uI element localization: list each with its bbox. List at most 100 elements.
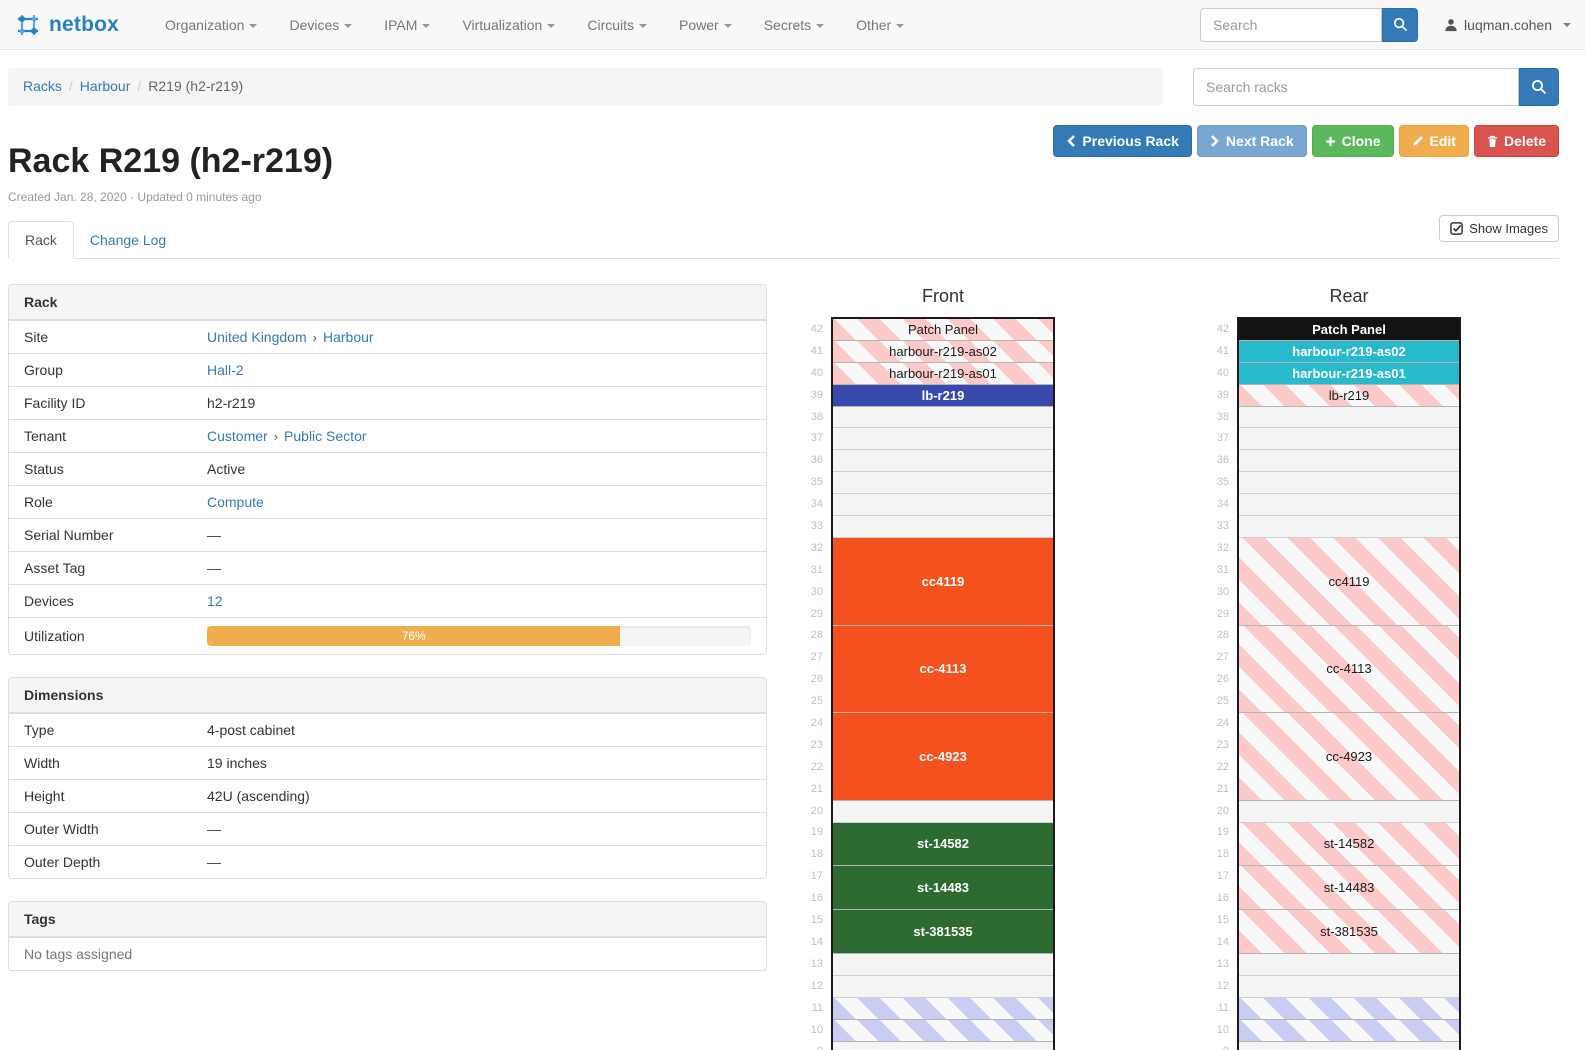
- device-slot[interactable]: st-14582: [1239, 822, 1459, 867]
- panel-title: Rack: [9, 285, 766, 320]
- delete-button[interactable]: Delete: [1473, 125, 1559, 157]
- device-slot[interactable]: st-14483: [833, 866, 1053, 911]
- value-text: —: [207, 854, 221, 870]
- panel-title: Tags: [9, 902, 766, 937]
- device-label: harbour-r219-as02: [889, 343, 997, 359]
- empty-slot: [1239, 428, 1459, 451]
- row-value: 42U (ascending): [207, 788, 751, 804]
- menu-item-secrets[interactable]: Secrets: [748, 2, 840, 48]
- value-link[interactable]: Compute: [207, 494, 264, 510]
- device-slot[interactable]: cc-4113: [1239, 625, 1459, 714]
- menu-item-power[interactable]: Power: [663, 2, 748, 48]
- device-slot[interactable]: st-381535: [1239, 910, 1459, 954]
- device-label: cc-4113: [919, 661, 967, 677]
- menu-item-other[interactable]: Other: [840, 2, 920, 48]
- value-link[interactable]: Hall-2: [207, 362, 244, 378]
- empty-slot: [1239, 516, 1459, 538]
- tab-change-log[interactable]: Change Log: [89, 232, 167, 248]
- value-link[interactable]: 12: [207, 593, 223, 609]
- value-link[interactable]: Public Sector: [284, 428, 367, 444]
- unit-number: 35: [810, 476, 823, 489]
- device-slot[interactable]: harbour-r219-as01: [833, 362, 1053, 385]
- value-link[interactable]: United Kingdom: [207, 329, 307, 345]
- empty-slot: [833, 1041, 1053, 1050]
- value-text: h2-r219: [207, 395, 256, 411]
- device-slot[interactable]: st-14582: [833, 822, 1053, 867]
- empty-slot: [1239, 800, 1459, 823]
- menu-item-organization[interactable]: Organization: [149, 2, 273, 48]
- value-link[interactable]: Customer: [207, 428, 268, 444]
- row-label: Height: [24, 788, 65, 804]
- device-label: st-14483: [1323, 880, 1375, 896]
- next-rack-button[interactable]: Next Rack: [1196, 125, 1307, 157]
- breadcrumb: Racks / Harbour / R219 (h2-r219): [8, 68, 1163, 106]
- device-slot[interactable]: cc4119: [1239, 537, 1459, 626]
- user-menu[interactable]: luqman.cohen: [1444, 17, 1571, 33]
- row-label: Facility ID: [24, 395, 86, 411]
- rack-search-button[interactable]: [1519, 68, 1559, 106]
- unit-number: 9: [799, 1041, 823, 1050]
- breadcrumb-item[interactable]: Racks: [23, 78, 62, 94]
- device-slot[interactable]: harbour-r219-as02: [833, 340, 1053, 363]
- device-label: st-381535: [1320, 924, 1378, 940]
- device-label: lb-r219: [921, 387, 965, 403]
- device-slot[interactable]: lb-r219: [1239, 384, 1459, 407]
- menu-item-virtualization[interactable]: Virtualization: [446, 2, 571, 48]
- global-search-button[interactable]: [1382, 7, 1419, 42]
- breadcrumb-separator: /: [68, 78, 73, 94]
- row-value: 12: [207, 593, 751, 609]
- empty-slot: [1239, 953, 1459, 976]
- device-slot[interactable]: harbour-r219-as01: [1239, 362, 1459, 385]
- device-label: cc-4923: [919, 748, 967, 764]
- device-slot[interactable]: Patch Panel: [833, 319, 1053, 341]
- menu-item-circuits[interactable]: Circuits: [571, 2, 663, 48]
- tab-rack[interactable]: Rack: [8, 221, 74, 259]
- panel-row: Devices 12: [9, 584, 766, 617]
- empty-slot: [1239, 472, 1459, 495]
- row-value: —: [207, 527, 751, 543]
- unit-number: 14: [810, 935, 823, 948]
- global-search-input[interactable]: [1200, 7, 1383, 42]
- unit-number: 31: [1216, 563, 1229, 576]
- chevron-down-icon: [547, 23, 556, 28]
- unit-number: 27: [1216, 651, 1229, 664]
- clone-button[interactable]: Clone: [1311, 125, 1394, 157]
- previous-rack-button[interactable]: Previous Rack: [1053, 125, 1192, 157]
- unit-number: 32: [810, 541, 823, 554]
- row-value: h2-r219: [207, 395, 751, 411]
- device-slot[interactable]: cc-4113: [833, 625, 1053, 714]
- chevron-down-icon: [344, 23, 353, 28]
- device-label: st-14582: [916, 836, 970, 852]
- device-slot[interactable]: lb-r219: [833, 384, 1053, 407]
- breadcrumb-item[interactable]: Harbour: [79, 78, 131, 94]
- unit-number: 35: [1216, 476, 1229, 489]
- unit-number: 26: [810, 673, 823, 686]
- menu-item-ipam[interactable]: IPAM: [368, 2, 446, 48]
- show-images-button[interactable]: Show Images: [1439, 215, 1559, 242]
- unit-number: 33: [810, 520, 823, 533]
- menu-item-devices[interactable]: Devices: [273, 2, 368, 48]
- value-text: ›: [273, 428, 279, 444]
- reserved-slot: [1239, 1019, 1459, 1042]
- device-slot[interactable]: st-381535: [833, 910, 1053, 954]
- device-label: harbour-r219-as02: [1292, 343, 1406, 359]
- value-link[interactable]: Harbour: [322, 329, 374, 345]
- device-slot[interactable]: st-14483: [1239, 866, 1459, 911]
- unit-number: 10: [810, 1023, 823, 1036]
- menu-item-label: Organization: [165, 16, 245, 33]
- device-slot[interactable]: harbour-r219-as02: [1239, 340, 1459, 363]
- device-slot[interactable]: cc-4923: [1239, 713, 1459, 801]
- edit-button[interactable]: Edit: [1398, 125, 1469, 157]
- device-slot[interactable]: cc4119: [833, 537, 1053, 626]
- unit-number: 31: [810, 563, 823, 576]
- netbox-logo[interactable]: netbox: [14, 11, 119, 39]
- utilization-fill: 76%: [207, 626, 621, 646]
- empty-slot: [833, 516, 1053, 538]
- rack-search-input[interactable]: [1193, 68, 1519, 106]
- unit-number: 29: [1216, 607, 1229, 620]
- device-slot[interactable]: Patch Panel: [1239, 319, 1459, 341]
- unit-number: 37: [1216, 432, 1229, 445]
- value-text: ›: [312, 329, 317, 345]
- device-slot[interactable]: cc-4923: [833, 713, 1053, 801]
- unit-number: 20: [810, 804, 823, 817]
